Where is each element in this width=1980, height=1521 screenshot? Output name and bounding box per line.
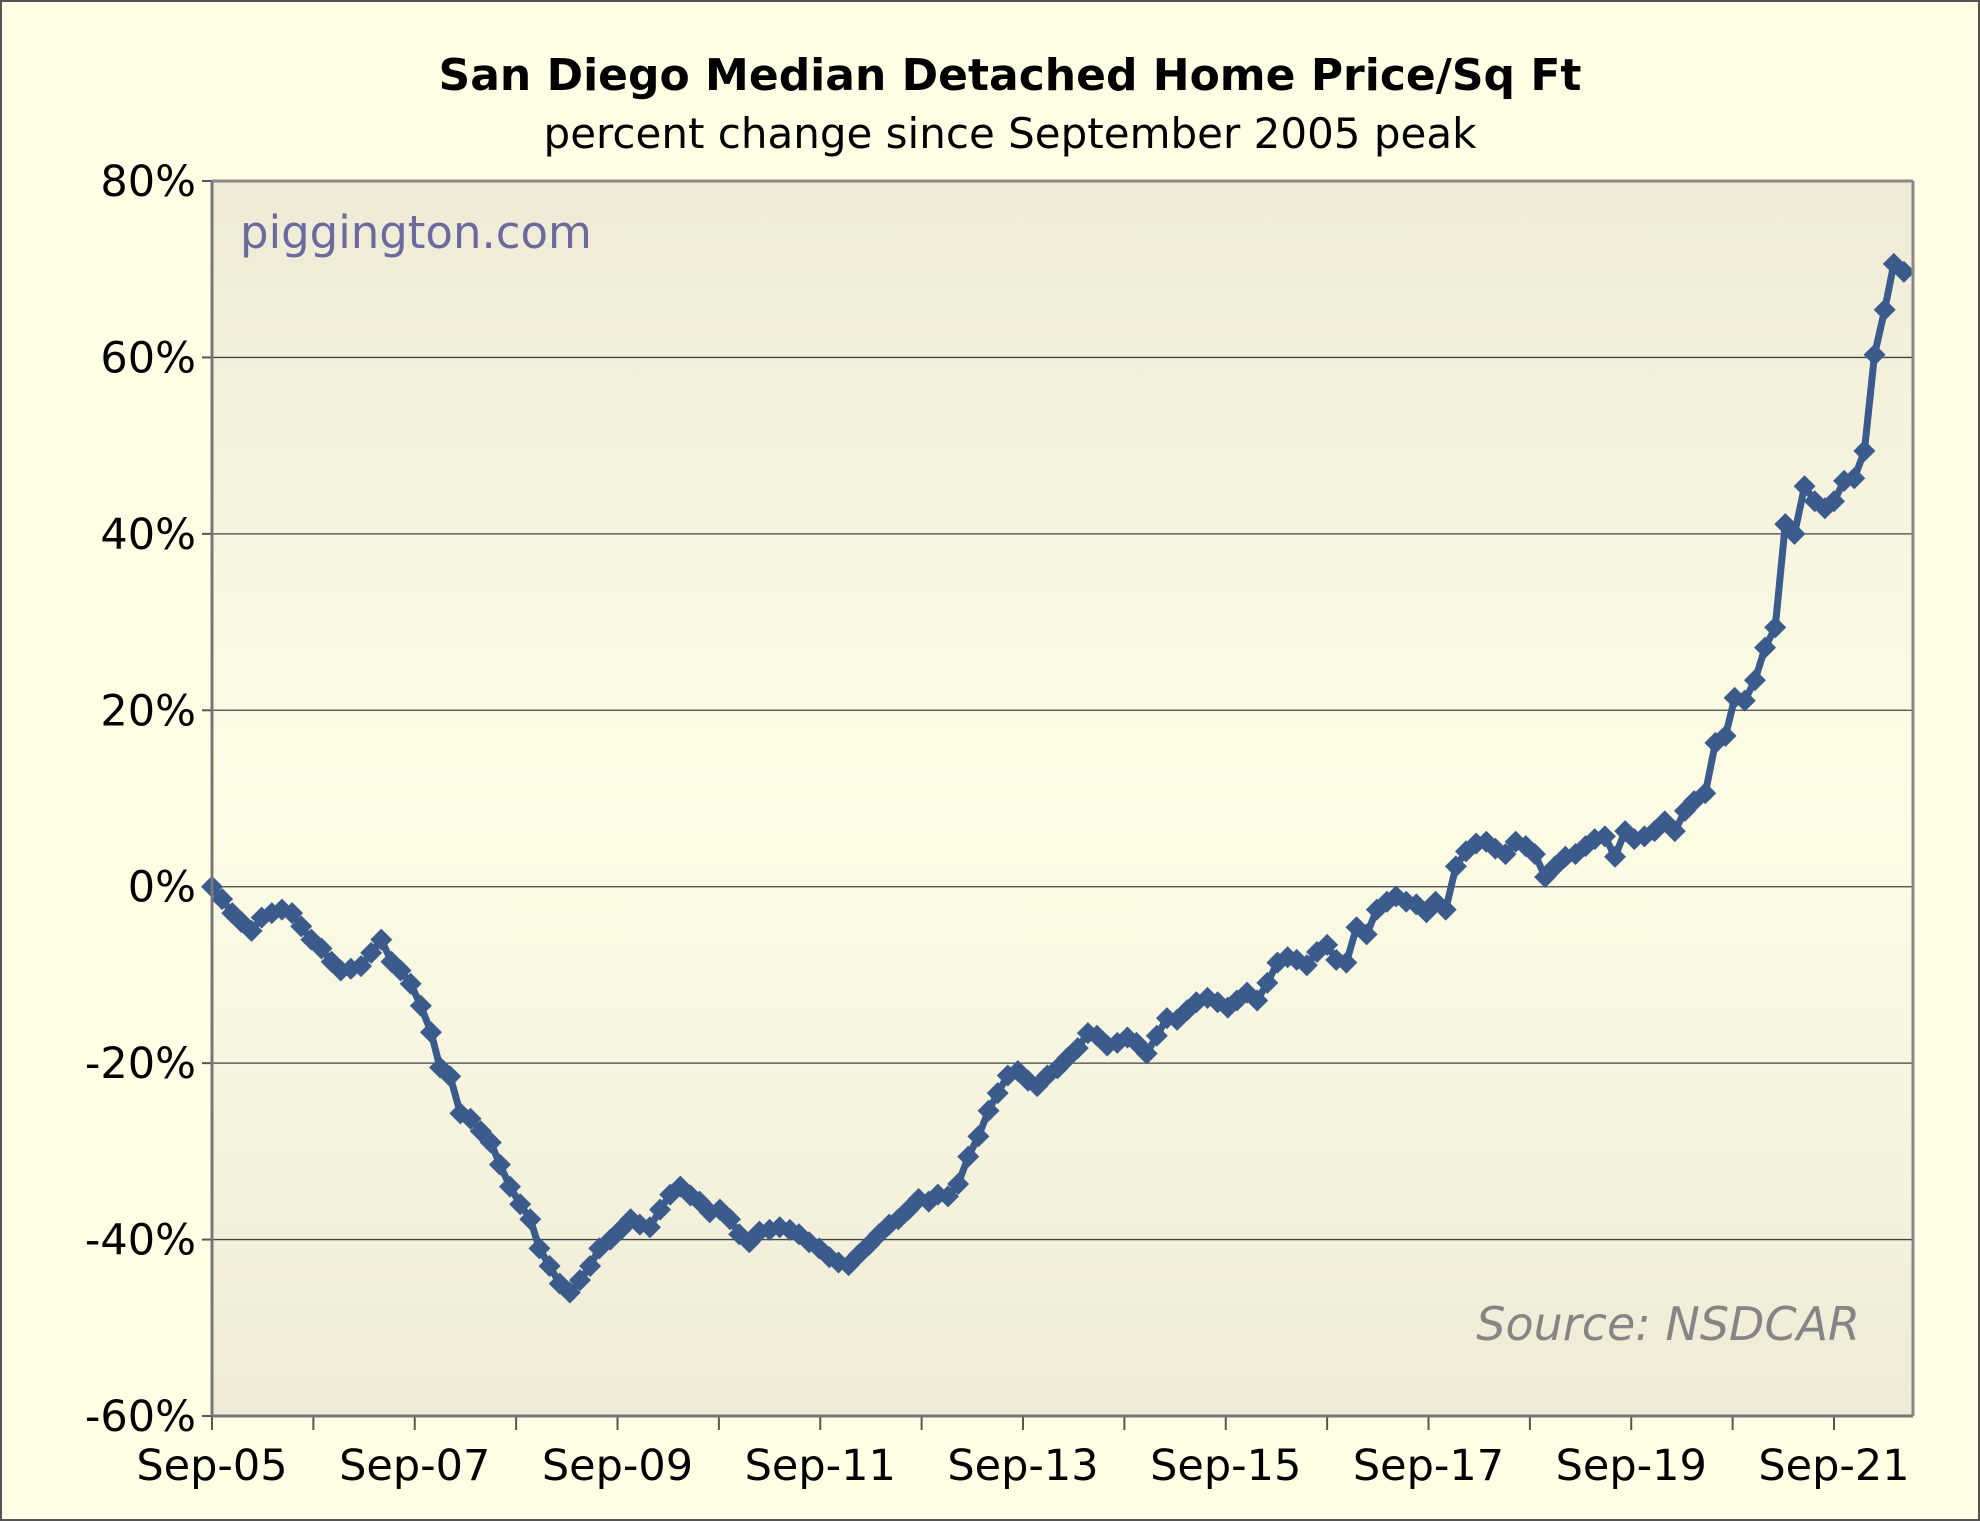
data-point bbox=[360, 941, 383, 964]
x-tick-label: Sep-19 bbox=[1556, 1441, 1707, 1491]
data-point bbox=[1764, 616, 1787, 639]
data-point bbox=[967, 1125, 990, 1148]
data-point bbox=[290, 915, 313, 938]
x-tick-label: Sep-17 bbox=[1353, 1441, 1504, 1491]
data-point bbox=[1793, 475, 1816, 498]
data-point bbox=[558, 1281, 581, 1304]
y-tick-label: -60% bbox=[85, 1392, 196, 1442]
plot-area bbox=[212, 181, 1913, 1416]
x-tick-label: Sep-15 bbox=[1150, 1441, 1301, 1491]
data-point bbox=[1873, 298, 1896, 321]
x-tick-label: Sep-05 bbox=[136, 1441, 287, 1491]
y-tick-label: -40% bbox=[85, 1216, 196, 1266]
data-point bbox=[1434, 898, 1457, 921]
source-note: Source: NSDCAR bbox=[1476, 1297, 1860, 1351]
data-point bbox=[1863, 343, 1886, 366]
y-tick-label: 40% bbox=[100, 510, 196, 560]
data-point bbox=[399, 972, 422, 995]
data-point bbox=[1246, 989, 1269, 1012]
data-point bbox=[1066, 1037, 1089, 1060]
x-tick-label: Sep-07 bbox=[339, 1441, 490, 1491]
data-point bbox=[1892, 260, 1915, 283]
data-point bbox=[1604, 845, 1627, 868]
data-point bbox=[1823, 490, 1845, 513]
data-point bbox=[479, 1131, 502, 1154]
data-point bbox=[719, 1208, 742, 1231]
y-tick-label: 20% bbox=[100, 686, 196, 736]
x-tick-label: Sep-09 bbox=[542, 1441, 693, 1491]
data-point bbox=[538, 1255, 561, 1278]
data-point bbox=[488, 1153, 511, 1176]
data-point bbox=[1754, 636, 1777, 659]
y-tick-label: 0% bbox=[128, 863, 196, 913]
data-point bbox=[1783, 522, 1806, 545]
data-point bbox=[350, 955, 373, 978]
data-point bbox=[439, 1065, 462, 1088]
data-point bbox=[281, 902, 304, 925]
data-point bbox=[1355, 923, 1378, 946]
y-tick-label: 60% bbox=[100, 333, 196, 383]
x-tick-label: Sep-11 bbox=[745, 1441, 896, 1491]
data-point bbox=[1335, 951, 1358, 974]
data-point bbox=[1295, 954, 1318, 977]
x-tick-label: Sep-13 bbox=[947, 1441, 1098, 1491]
data-point bbox=[957, 1145, 980, 1168]
data-point bbox=[1256, 971, 1279, 994]
data-point bbox=[977, 1099, 1000, 1122]
watermark: piggington.com bbox=[240, 206, 592, 259]
data-point bbox=[459, 1107, 482, 1130]
data-point bbox=[509, 1193, 532, 1216]
chart-title: San Diego Median Detached Home Price/Sq … bbox=[439, 50, 1582, 101]
data-point bbox=[1523, 843, 1546, 866]
data-point bbox=[389, 959, 412, 982]
data-point bbox=[370, 928, 393, 951]
y-tick-label: 80% bbox=[100, 157, 196, 207]
data-point bbox=[986, 1082, 1009, 1105]
data-point bbox=[1694, 782, 1717, 805]
data-point bbox=[579, 1255, 602, 1278]
data-point bbox=[419, 1021, 442, 1044]
data-point bbox=[1444, 855, 1467, 878]
chart-subtitle: percent change since September 2005 peak bbox=[544, 109, 1478, 158]
data-point bbox=[1743, 669, 1766, 692]
data-point bbox=[211, 888, 234, 911]
data-point bbox=[1145, 1024, 1168, 1047]
data-point bbox=[1663, 820, 1686, 843]
data-point bbox=[649, 1198, 672, 1221]
data-point bbox=[1316, 933, 1339, 956]
data-point bbox=[528, 1237, 551, 1260]
data-point bbox=[947, 1172, 970, 1195]
data-point bbox=[1135, 1042, 1158, 1065]
data-point bbox=[1843, 467, 1866, 490]
data-point bbox=[240, 919, 263, 942]
data-point bbox=[310, 937, 333, 960]
data-point bbox=[638, 1216, 661, 1239]
data-point bbox=[1593, 825, 1616, 848]
data-point bbox=[1853, 439, 1876, 462]
data-point bbox=[1494, 843, 1517, 866]
y-tick-label: -20% bbox=[85, 1039, 196, 1089]
data-point bbox=[519, 1208, 542, 1231]
data-point bbox=[409, 994, 432, 1017]
x-tick-label: Sep-21 bbox=[1758, 1441, 1909, 1491]
data-point bbox=[936, 1185, 959, 1208]
data-point bbox=[1733, 689, 1756, 712]
data-point bbox=[568, 1269, 591, 1292]
data-point bbox=[1714, 724, 1737, 747]
data-point bbox=[499, 1175, 522, 1198]
